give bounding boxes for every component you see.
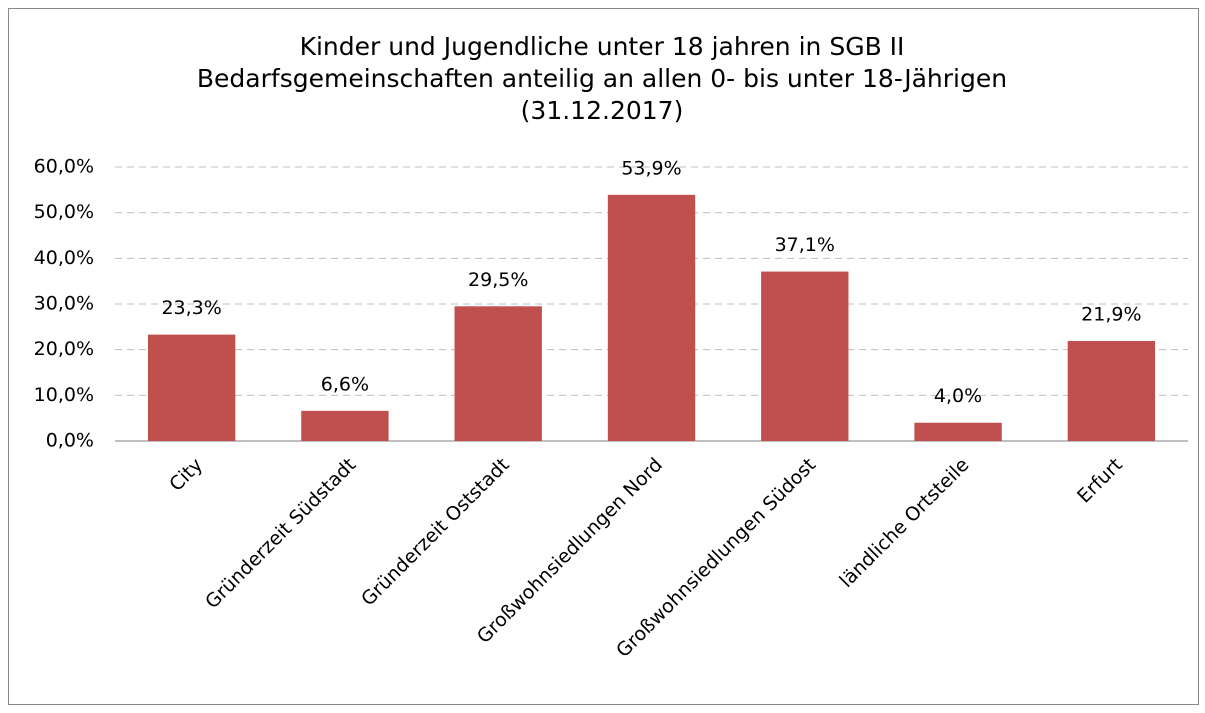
chart-title: (31.12.2017) [521,96,684,125]
bar [1067,340,1156,441]
data-label: 53,9% [621,157,681,179]
y-tick-label: 20,0% [34,338,94,360]
data-label: 29,5% [468,269,528,291]
bar [914,422,1002,441]
data-label: 6,6% [321,373,369,395]
y-tick-label: 50,0% [34,201,94,223]
y-tick-label: 40,0% [34,247,94,269]
y-tick-label: 30,0% [34,293,94,315]
bar [761,271,849,441]
data-label: 4,0% [934,385,982,407]
bar [607,194,696,441]
bar [301,410,389,441]
bar [454,306,542,441]
y-tick-label: 10,0% [34,384,94,406]
bar [147,334,236,441]
data-label: 37,1% [775,234,835,256]
y-tick-label: 0,0% [46,430,94,452]
y-tick-label: 60,0% [34,156,94,178]
chart-title: Kinder und Jugendliche unter 18 jahren i… [300,32,905,61]
data-label: 21,9% [1081,303,1141,325]
data-label: 23,3% [161,297,221,319]
chart-title: Bedarfsgemeinschaften anteilig an allen … [197,64,1007,93]
